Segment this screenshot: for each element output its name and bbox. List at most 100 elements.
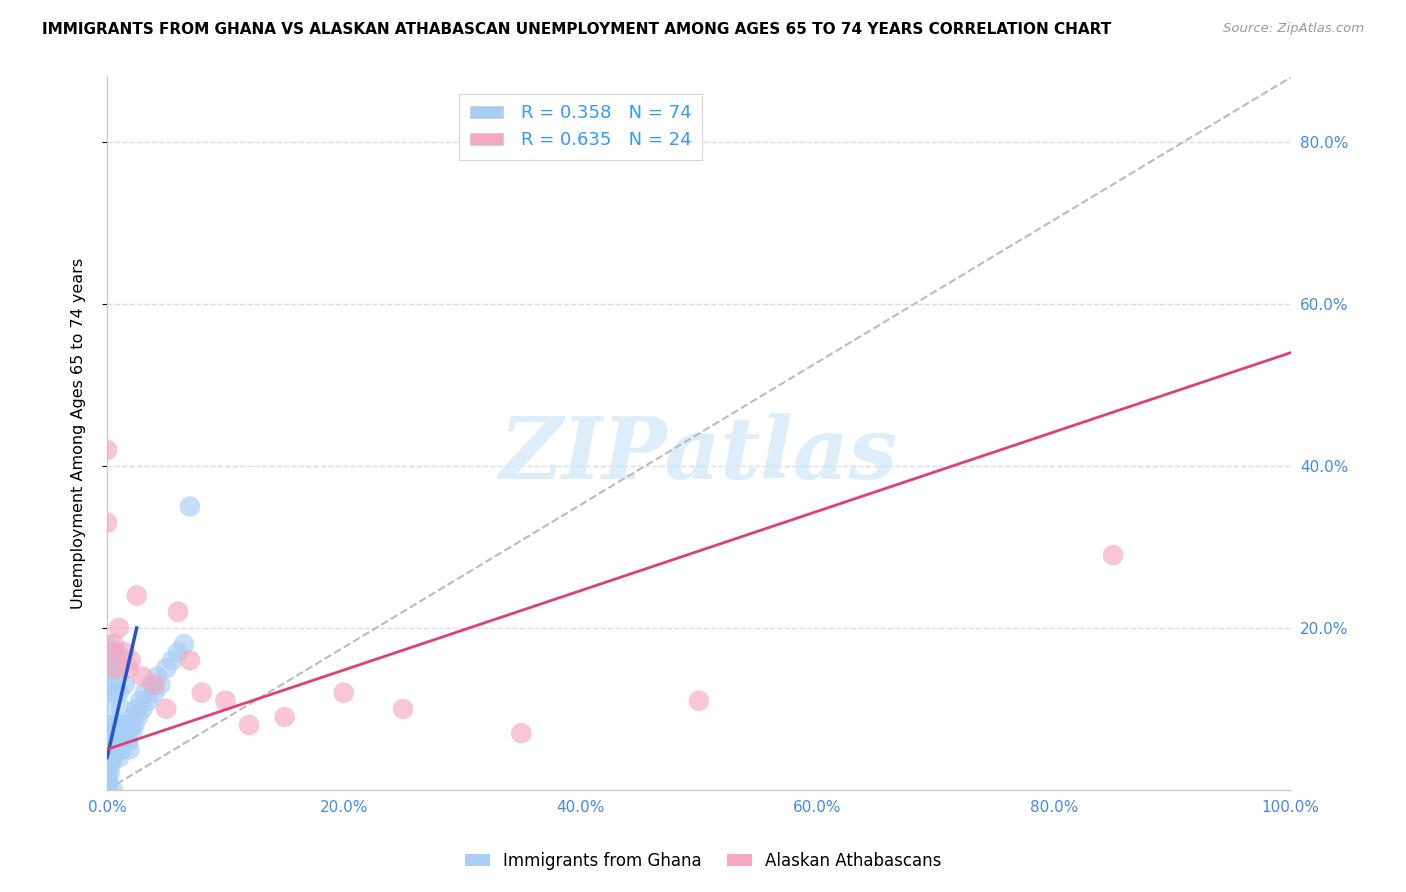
Point [238,718,260,732]
Point [114,734,136,748]
Point [101,645,124,659]
Point [143,677,166,691]
Point [96,669,118,683]
Point [96,653,118,667]
Point [146,669,169,683]
Text: IMMIGRANTS FROM GHANA VS ALASKAN ATHABASCAN UNEMPLOYMENT AMONG AGES 65 TO 74 YEA: IMMIGRANTS FROM GHANA VS ALASKAN ATHABAS… [42,22,1111,37]
Point [173,637,195,651]
Point [160,653,183,667]
Point [96,758,118,772]
Point [117,734,139,748]
Point [114,677,136,691]
Point [190,686,212,700]
Point [101,750,124,764]
Point [108,718,131,732]
Point [273,710,295,724]
Point [96,686,118,700]
Point [96,766,118,780]
Point [120,653,142,667]
Point [1102,548,1125,562]
Point [96,758,118,772]
Point [103,742,125,756]
Point [111,718,134,732]
Point [121,726,143,740]
Point [179,500,201,514]
Point [107,742,129,756]
Point [101,718,124,732]
Point [167,645,190,659]
Y-axis label: Unemployment Among Ages 65 to 74 years: Unemployment Among Ages 65 to 74 years [72,258,86,609]
Point [96,702,118,716]
Point [131,702,153,716]
Point [96,782,118,797]
Legend: Immigrants from Ghana, Alaskan Athabascans: Immigrants from Ghana, Alaskan Athabasca… [458,846,948,877]
Point [112,726,135,740]
Point [110,742,132,756]
Point [214,694,236,708]
Point [131,669,153,683]
Point [96,734,118,748]
Point [115,726,138,740]
Point [96,774,118,789]
Point [103,686,125,700]
Point [134,686,156,700]
Point [117,661,139,675]
Point [118,742,141,756]
Point [101,750,124,764]
Point [96,516,118,530]
Point [125,589,148,603]
Point [120,718,142,732]
Point [392,702,415,716]
Point [155,702,177,716]
Point [97,758,120,772]
Point [110,702,132,716]
Point [108,686,131,700]
Point [108,734,131,748]
Point [114,645,136,659]
Point [129,694,152,708]
Point [98,766,121,780]
Point [96,442,118,457]
Point [96,726,118,740]
Point [101,782,124,797]
Point [103,637,125,651]
Point [100,742,122,756]
Point [98,750,121,764]
Point [108,750,131,764]
Point [96,782,118,797]
Point [96,782,118,797]
Point [179,653,201,667]
Point [101,661,124,675]
Point [108,653,131,667]
Point [138,694,160,708]
Point [167,605,190,619]
Point [96,782,118,797]
Point [96,742,118,756]
Point [104,669,127,683]
Point [127,710,149,724]
Point [100,758,122,772]
Point [333,686,356,700]
Point [105,645,128,659]
Point [96,782,118,797]
Point [96,766,118,780]
Point [96,718,118,732]
Point [104,661,127,675]
Point [108,621,131,635]
Point [96,742,118,756]
Point [155,661,177,675]
Point [141,677,163,691]
Point [115,718,138,732]
Text: Source: ZipAtlas.com: Source: ZipAtlas.com [1223,22,1364,36]
Point [510,726,533,740]
Point [122,710,145,724]
Text: ZIPatlas: ZIPatlas [499,413,898,497]
Legend: R = 0.358   N = 74, R = 0.635   N = 24: R = 0.358 N = 74, R = 0.635 N = 24 [460,94,702,161]
Point [149,677,172,691]
Point [125,702,148,716]
Point [124,718,146,732]
Point [96,637,118,651]
Point [104,734,127,748]
Point [96,750,118,764]
Point [143,686,166,700]
